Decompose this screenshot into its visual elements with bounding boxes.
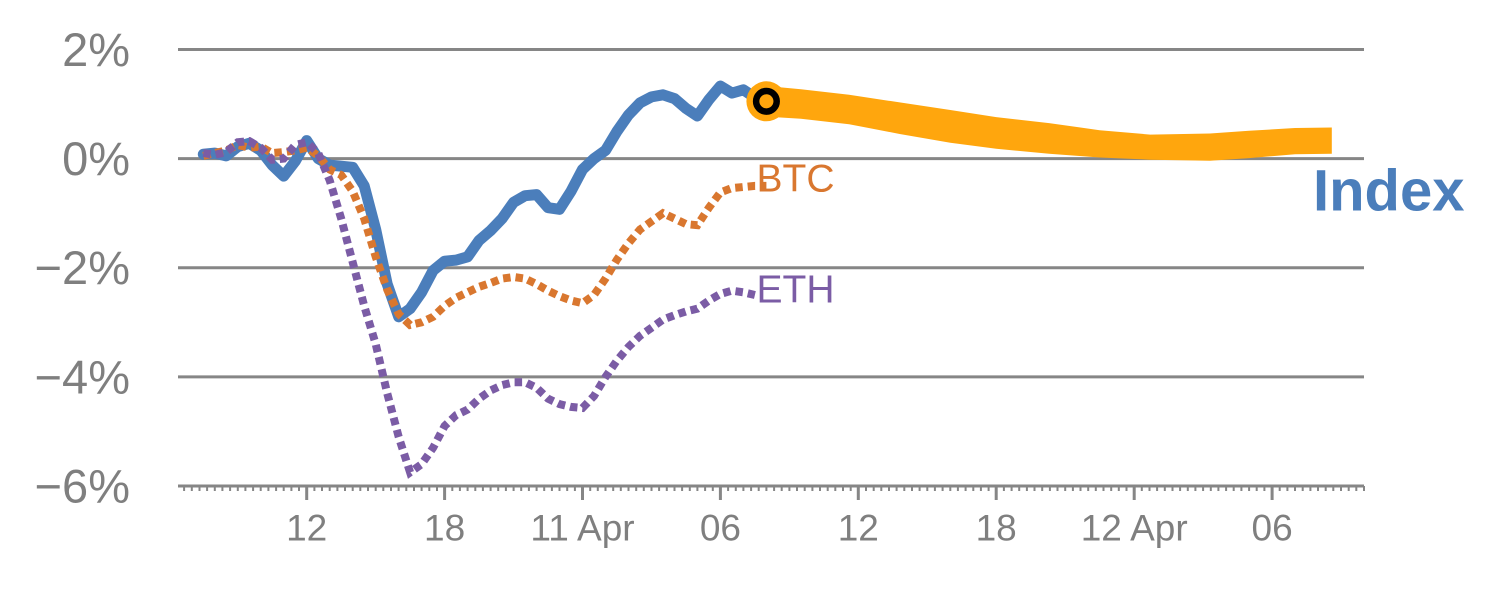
series-label-btc: BTC (757, 157, 835, 200)
x-tick-label: 12 (286, 508, 327, 549)
y-tick-label: 2% (62, 23, 130, 76)
y-tick-label: −4% (35, 350, 130, 403)
x-tick-label: 12 (838, 508, 879, 549)
y-tick-label: 0% (62, 132, 130, 185)
eth-line (202, 136, 756, 479)
current-point-marker (746, 81, 787, 122)
series-label-index: Index (1313, 158, 1465, 223)
btc-line (202, 140, 767, 330)
x-tick-label: 06 (700, 508, 741, 549)
x-tick-label: 06 (1252, 508, 1293, 549)
current-point-marker-ring (752, 87, 780, 115)
y-tick-label: −2% (35, 241, 130, 294)
series-label-eth: ETH (757, 269, 835, 312)
x-tick-label: 18 (424, 508, 465, 549)
x-tick-label: 12 Apr (1081, 508, 1188, 549)
x-tick-label: 11 Apr (530, 508, 634, 549)
index-line (197, 80, 772, 323)
forecast-band (766, 86, 1332, 161)
y-tick-label: −6% (35, 460, 130, 513)
x-tick-label: 18 (976, 508, 1017, 549)
